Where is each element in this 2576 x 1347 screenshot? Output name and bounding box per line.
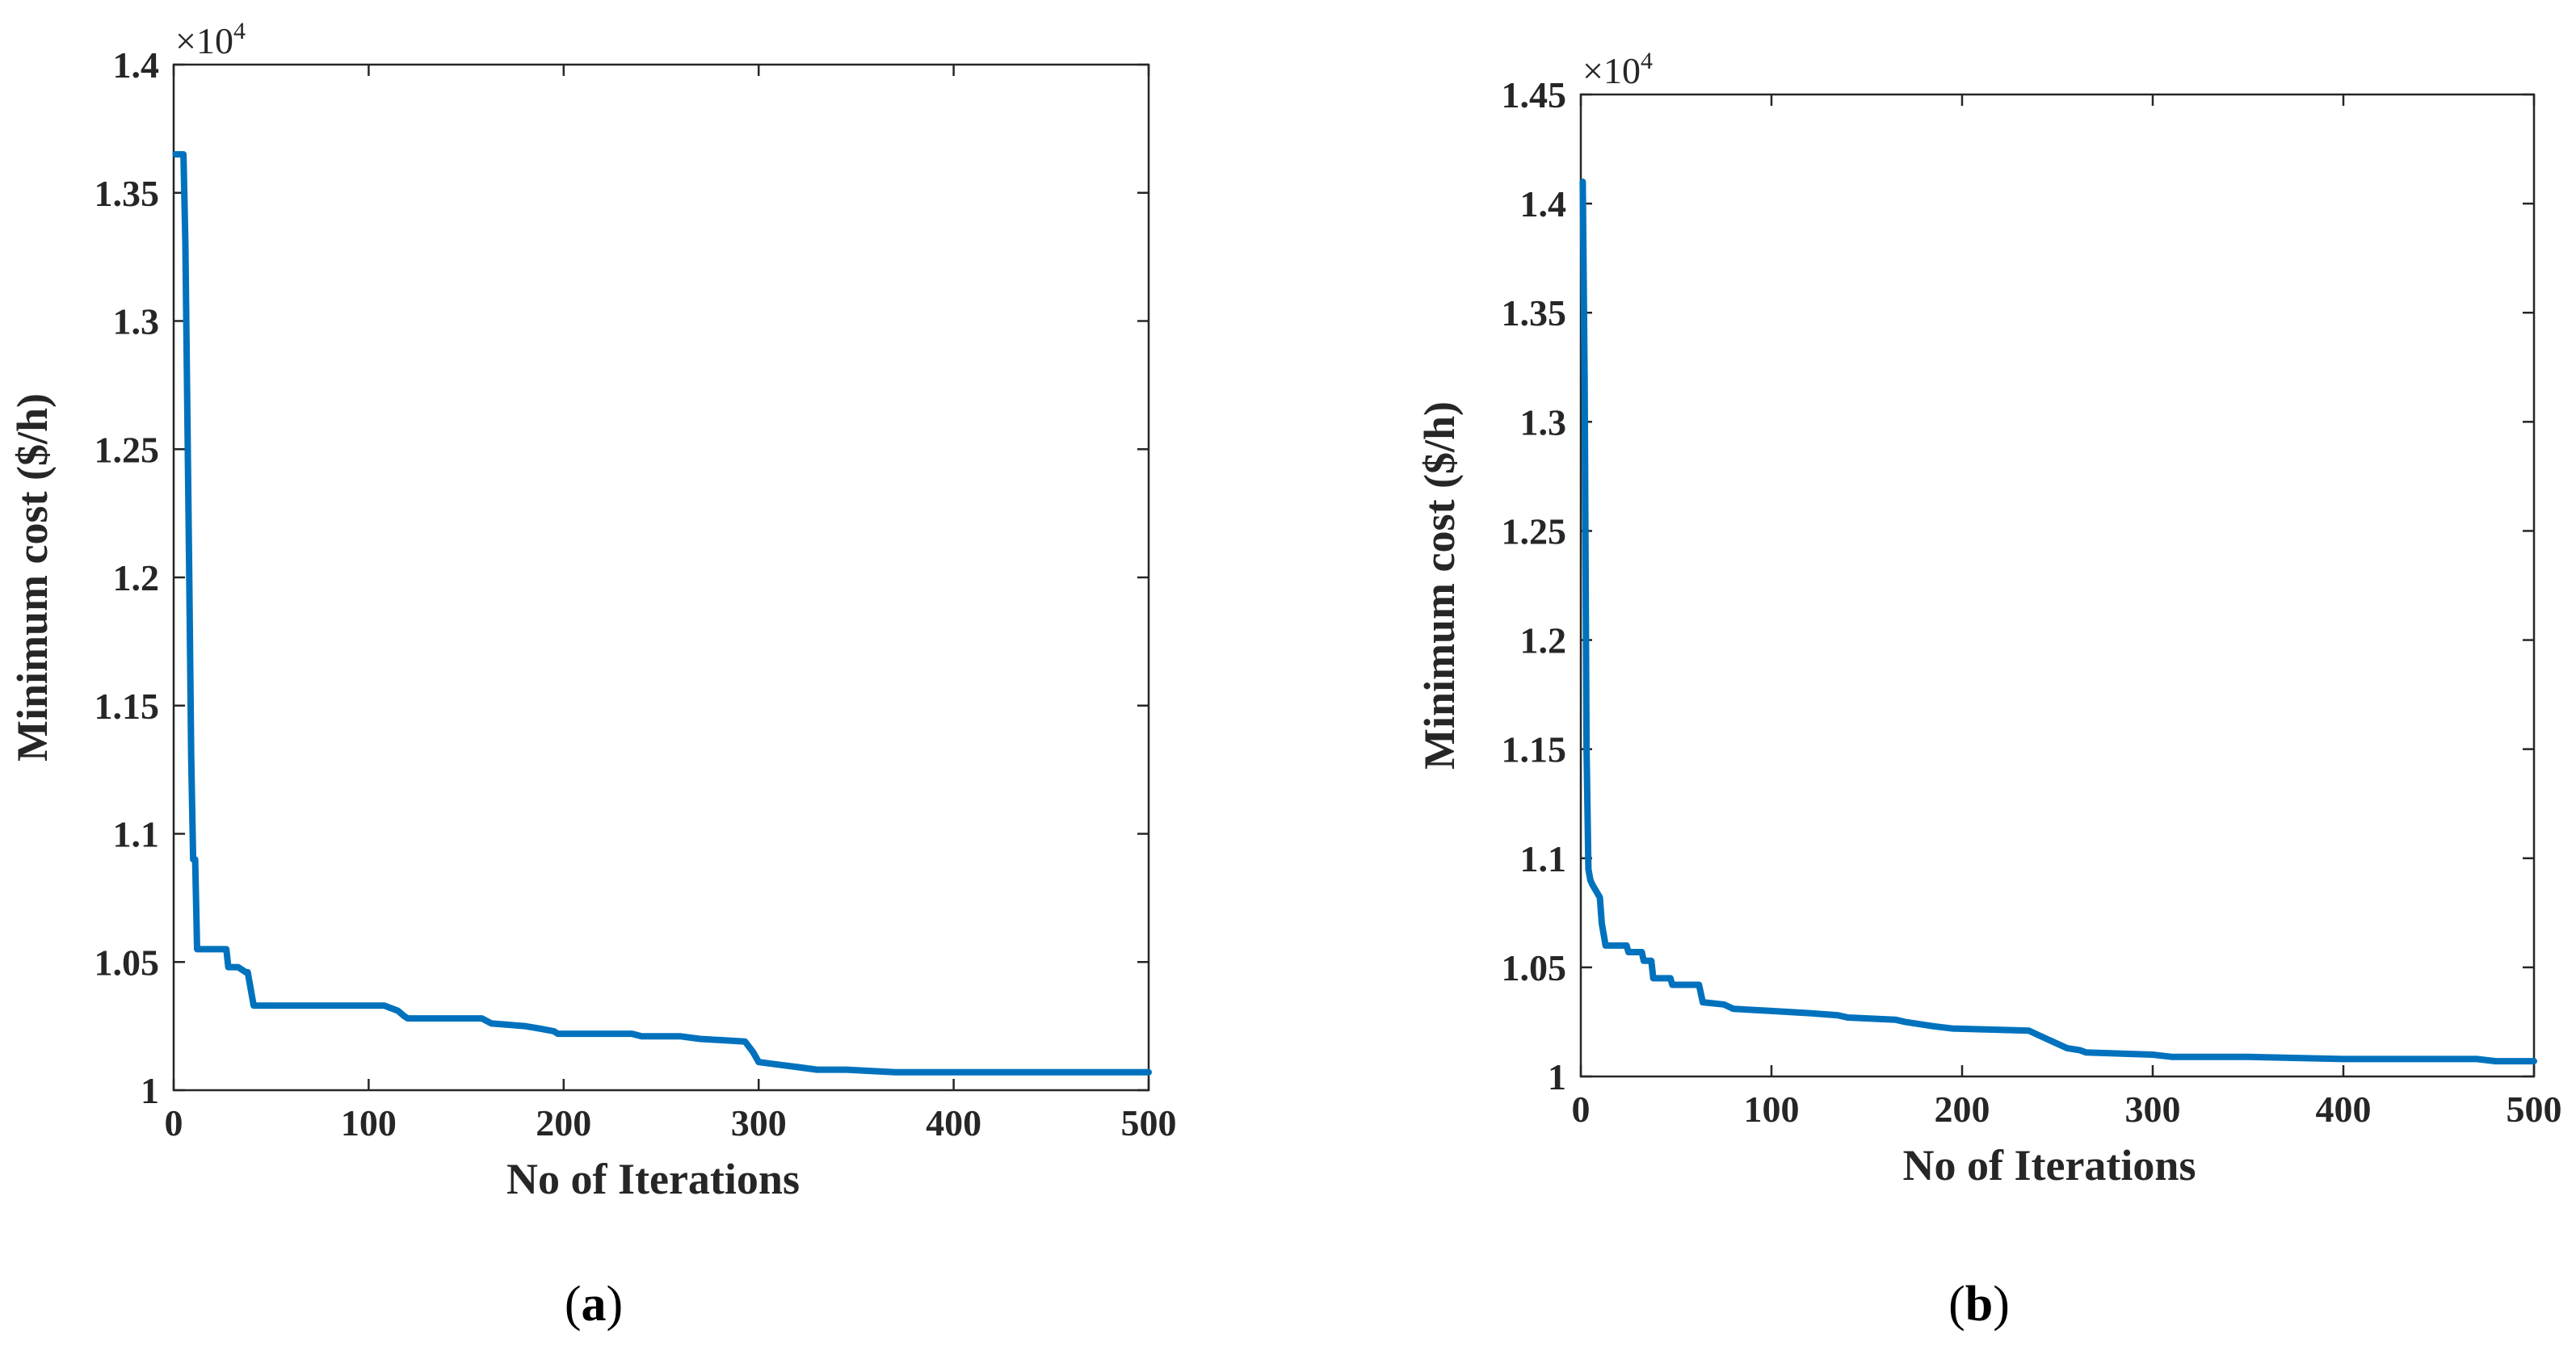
y-tick-label: 1.1 [1520,838,1567,879]
y-axis-label: Minimum cost ($/h) [8,393,57,762]
chart-panel-b: 0 100 200 300 400 500 1 1.05 1.1 1.15 1.2 1.25 1.3 1.… [1415,48,2562,1332]
y-tick-label: 1.25 [1502,510,1567,552]
y-tick-label: 1.2 [1520,620,1567,661]
y-tick-label: 1 [1548,1056,1566,1097]
x-tick-label: 200 [536,1102,591,1143]
y-tick-label: 1.45 [1502,74,1567,115]
y-tick-label: 1.2 [113,557,160,598]
y-tick-label: 1.3 [113,301,160,342]
plot-frame [172,63,1150,1092]
x-tick-label: 0 [1572,1089,1591,1130]
x-tick-label: 400 [2316,1089,2372,1130]
y-tick-label: 1.3 [1520,401,1567,443]
y-axis-label: Minimum cost ($/h) [1415,401,1464,770]
y-tick-label: 1 [141,1070,159,1111]
x-tick-label: 200 [1935,1089,1990,1130]
panel-label: (b) [1948,1277,2010,1332]
y-tick-label: 1.25 [95,429,160,470]
panel-label: (a) [565,1277,623,1332]
x-tick-label: 100 [1744,1089,1800,1130]
y-exponent-label: ×104 [1582,48,1653,91]
series-line-convergence [1579,178,2537,1065]
x-axis-label: No of Iterations [1903,1141,2196,1190]
series-line-convergence [172,151,1152,1076]
x-tick-label: 500 [2507,1089,2562,1130]
x-tick-label: 100 [341,1102,397,1143]
x-axis-label: No of Iterations [506,1155,800,1203]
x-tick-label: 0 [165,1102,183,1143]
y-tick-label: 1.15 [95,686,160,727]
y-exponent-label: ×104 [175,18,246,61]
y-tick-label: 1.05 [1502,947,1567,988]
y-tick-label: 1.15 [1502,729,1567,770]
y-tick-label: 1.35 [1502,292,1567,334]
x-tick-label: 300 [2125,1089,2181,1130]
y-tick-label: 1.35 [95,173,160,214]
y-tick-label: 1.1 [113,814,160,855]
plot-frame [1579,93,2536,1078]
y-tick-label: 1.05 [95,942,160,983]
chart-panel-a: 0 100 200 300 400 500 1 1.05 1.1 1.15 1.2 1.25 1.3 1.… [8,18,1177,1332]
y-tick-label: 1.4 [1520,183,1567,224]
x-tick-label: 400 [926,1102,981,1143]
y-tick-label: 1.4 [113,44,160,86]
x-tick-label: 300 [731,1102,787,1143]
x-tick-label: 500 [1121,1102,1177,1143]
